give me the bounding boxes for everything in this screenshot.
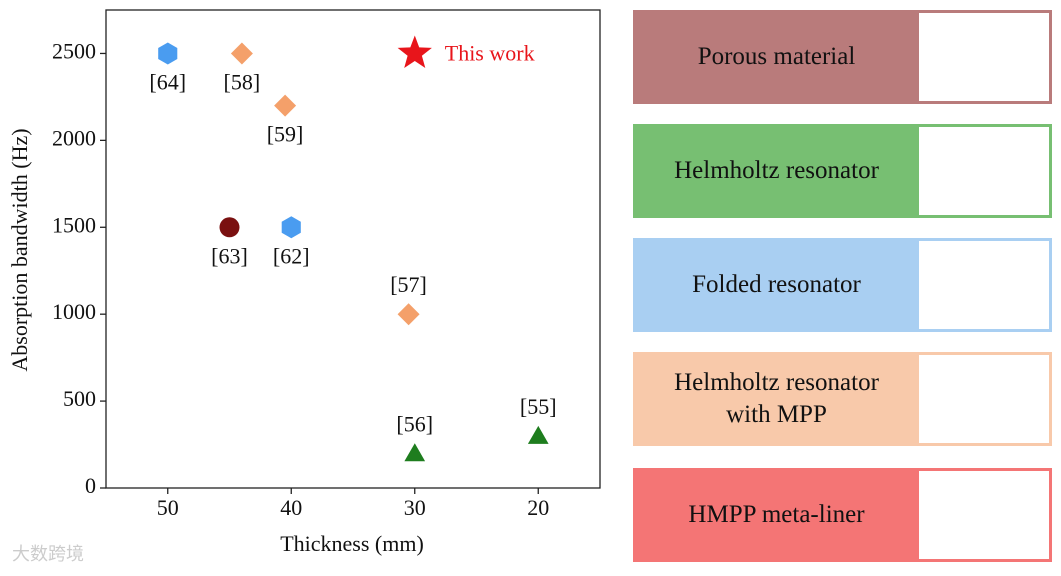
point [219, 217, 240, 238]
legend-label: Helmholtz resonator [674, 157, 879, 184]
y-tick-label: 0 [85, 473, 96, 498]
y-tick-label: 500 [63, 386, 96, 411]
point-label: [56] [396, 411, 433, 436]
x-tick-label: 30 [404, 495, 426, 520]
point-label: [64] [149, 70, 186, 95]
legend-label: Porous material [697, 43, 856, 70]
point [397, 303, 420, 326]
watermark: 大数跨境 [12, 544, 84, 565]
point [397, 35, 432, 68]
x-axis-label: Thickness (mm) [280, 531, 424, 556]
y-axis-label: Absorption bandwidth (Hz) [7, 128, 32, 371]
legend-box: Folded resonator [633, 238, 1052, 332]
point-label: [55] [520, 394, 557, 419]
x-tick-label: 20 [527, 495, 549, 520]
point-label: [58] [224, 70, 261, 95]
legend-box: Porous material [633, 10, 1052, 104]
legend-image [919, 355, 1049, 443]
x-tick-label: 50 [157, 495, 179, 520]
legend-box: Helmholtz resonator with MPP [633, 352, 1052, 446]
point [404, 443, 426, 462]
point-label: [63] [211, 243, 248, 268]
legend-box: HMPP meta-liner [633, 468, 1052, 562]
chart: Thickness (mm) Absorption bandwidth (Hz)… [7, 9, 601, 556]
legend-label: Helmholtz resonator with MPP [674, 369, 879, 428]
legend-image [919, 13, 1049, 101]
point [281, 216, 301, 239]
point [527, 425, 549, 444]
legend-image [919, 241, 1049, 329]
legend-image [919, 471, 1049, 559]
point [274, 94, 297, 117]
legend-label: Folded resonator [692, 271, 861, 298]
y-tick-label: 2500 [52, 39, 96, 64]
y-tick-label: 1500 [52, 212, 96, 237]
point [230, 42, 253, 65]
point-label: [62] [273, 243, 310, 268]
point [158, 42, 178, 65]
legend-image [919, 127, 1049, 215]
point-label: [59] [267, 122, 304, 147]
x-tick-label: 40 [280, 495, 302, 520]
y-tick-label: 2000 [52, 125, 96, 150]
legend-label: HMPP meta-liner [688, 501, 865, 528]
plot-frame [105, 9, 601, 489]
y-tick-label: 1000 [52, 299, 96, 324]
legend-box: Helmholtz resonator [633, 124, 1052, 218]
point-label: This work [445, 41, 535, 66]
point-label: [57] [390, 272, 427, 297]
